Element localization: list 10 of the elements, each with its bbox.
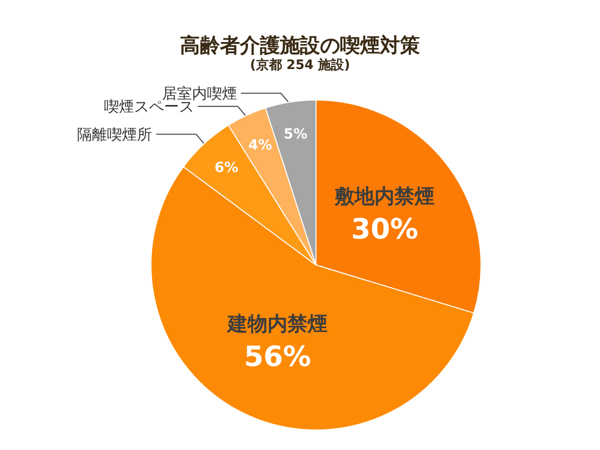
chart-title: 高齢者介護施設の喫煙対策: [180, 33, 420, 57]
slice-label: 敷地内禁煙: [334, 184, 435, 208]
data-label: 4%: [248, 137, 272, 154]
data-label: 30%: [351, 212, 418, 246]
slice-label: 隔離喫煙所: [77, 125, 152, 144]
data-label: 6%: [214, 160, 238, 176]
chart-subtitle: (京都 254 施設): [250, 57, 350, 73]
data-label: 56%: [244, 340, 312, 373]
slice-label: 建物内禁煙: [226, 311, 328, 336]
data-label: 5%: [284, 126, 308, 143]
